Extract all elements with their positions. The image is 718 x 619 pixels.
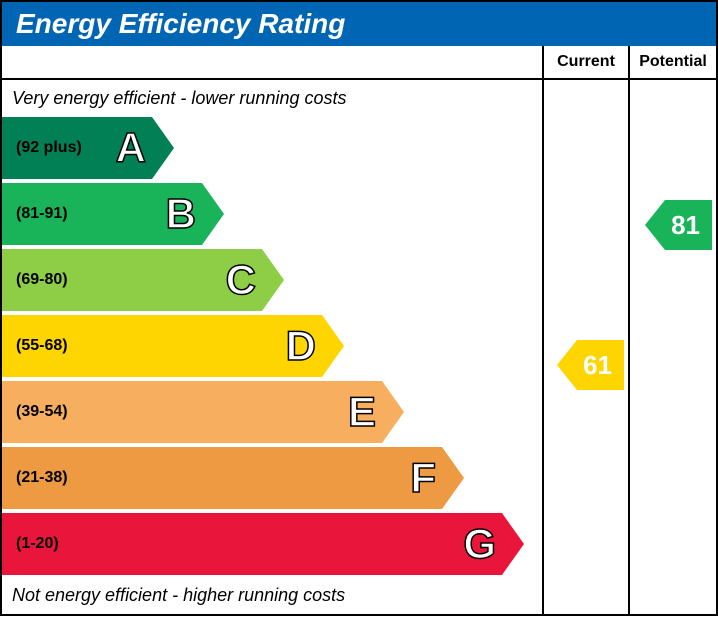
band-letter: F [410,454,436,502]
note-top: Very energy efficient - lower running co… [2,80,542,113]
band-range: (1-20) [16,535,59,553]
header-row: Current Potential [2,46,716,80]
band-bar: (1-20) G [2,513,502,575]
band-bar: (55-68) D [2,315,322,377]
chart-title: Energy Efficiency Rating [2,2,716,46]
band-bar: (92 plus) A [2,117,152,179]
bands-column: Very energy efficient - lower running co… [2,80,544,614]
band-g: (1-20) G [2,513,542,575]
band-range: (92 plus) [16,139,82,157]
note-bottom: Not energy efficient - higher running co… [2,579,542,614]
potential-column: 81 [630,80,716,614]
bands-list: (92 plus) A (81-91) B (69-80) C (55-68) D (39-54… [2,117,542,575]
band-letter: E [348,388,376,436]
header-spacer [2,46,544,78]
band-bar: (69-80) C [2,249,262,311]
potential-pointer: 81 [665,200,712,250]
band-range: (39-54) [16,403,68,421]
current-column: 61 [544,80,630,614]
band-range: (21-38) [16,469,68,487]
band-e: (39-54) E [2,381,542,443]
band-c: (69-80) C [2,249,542,311]
band-b: (81-91) B [2,183,542,245]
band-letter: D [286,322,316,370]
band-a: (92 plus) A [2,117,542,179]
header-current: Current [544,46,630,78]
band-range: (55-68) [16,337,68,355]
current-pointer: 61 [577,340,624,390]
band-range: (69-80) [16,271,68,289]
band-f: (21-38) F [2,447,542,509]
epc-chart: Energy Efficiency Rating Current Potenti… [0,0,718,616]
band-bar: (21-38) F [2,447,442,509]
band-range: (81-91) [16,205,68,223]
band-d: (55-68) D [2,315,542,377]
band-letter: B [166,190,196,238]
band-bar: (39-54) E [2,381,382,443]
header-potential: Potential [630,46,716,78]
band-letter: G [463,520,496,568]
band-letter: C [226,256,256,304]
band-letter: A [116,124,146,172]
band-bar: (81-91) B [2,183,202,245]
chart-body: Very energy efficient - lower running co… [2,80,716,614]
